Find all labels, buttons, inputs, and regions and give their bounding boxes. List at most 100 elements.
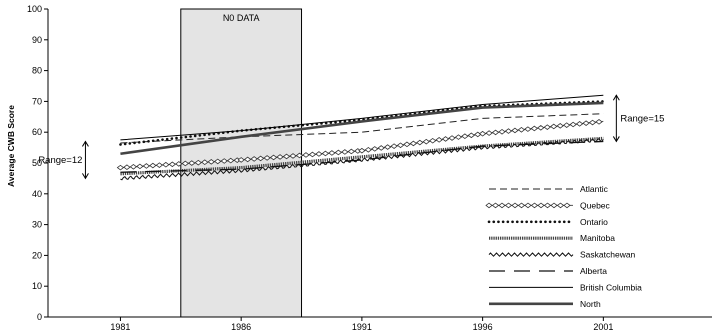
series-marker <box>377 145 385 151</box>
range-label: Range=12 <box>38 155 82 166</box>
series-marker <box>448 135 456 141</box>
series-marker <box>263 155 271 161</box>
series-marker <box>416 139 424 146</box>
series-marker <box>168 161 176 168</box>
series-marker <box>328 150 336 156</box>
series-marker <box>123 164 131 171</box>
y-tick-label: 30 <box>32 220 42 230</box>
series-marker <box>498 128 506 135</box>
legend-label: Manitoba <box>580 233 615 243</box>
data-point <box>361 149 363 151</box>
y-tick-label: 20 <box>32 250 42 260</box>
series-marker <box>194 159 202 166</box>
data-point <box>602 120 604 122</box>
data-point <box>481 103 483 105</box>
series-marker <box>269 154 278 161</box>
data-point <box>361 117 363 119</box>
data-point <box>361 131 363 133</box>
series-marker <box>390 143 398 149</box>
series-marker <box>364 146 372 153</box>
series-marker <box>524 126 532 132</box>
series-line <box>120 113 604 144</box>
series-layer <box>116 94 605 181</box>
legend-label: Atlantic <box>580 184 609 194</box>
x-tick-label: 2001 <box>593 322 613 332</box>
x-tick-label: 1996 <box>473 322 493 332</box>
series-marker <box>550 123 558 130</box>
series-marker <box>504 128 513 134</box>
series-marker <box>276 154 284 160</box>
series-marker <box>396 142 405 149</box>
series-marker <box>207 159 215 165</box>
y-tick-label: 40 <box>32 189 42 199</box>
series-marker <box>371 146 379 152</box>
series-marker <box>467 132 475 139</box>
series-marker <box>543 124 551 130</box>
series-marker <box>289 153 297 159</box>
series-marker <box>517 126 526 133</box>
series-marker <box>243 156 252 163</box>
series-marker <box>569 121 577 128</box>
series-line <box>120 94 604 141</box>
series-quebec <box>116 119 604 171</box>
series-marker <box>491 129 500 136</box>
series-marker <box>441 136 450 142</box>
data-point <box>481 145 483 147</box>
data-point <box>602 113 604 115</box>
legend-item-alberta: Alberta <box>489 266 607 276</box>
series-marker <box>556 123 564 129</box>
series-marker <box>308 151 317 158</box>
legend-swatch <box>488 252 574 257</box>
series-marker <box>201 159 209 166</box>
data-point <box>119 166 121 168</box>
arrow-head <box>612 94 620 101</box>
series-atlantic <box>120 113 604 144</box>
series-marker <box>116 164 125 171</box>
series-marker <box>454 134 463 140</box>
arrow-head <box>82 140 89 147</box>
series-marker <box>485 130 493 136</box>
series-marker <box>256 155 265 162</box>
y-tick-label: 80 <box>32 66 42 76</box>
y-tick-label: 90 <box>32 35 42 45</box>
series-marker <box>478 130 487 137</box>
legend-item-north: North <box>489 299 601 309</box>
series-marker <box>181 160 189 167</box>
series-marker <box>341 149 349 155</box>
y-tick-label: 70 <box>32 96 42 106</box>
series-marker <box>530 125 539 132</box>
series-marker <box>537 124 545 131</box>
data-point <box>119 153 121 155</box>
legend-label: North <box>580 299 601 309</box>
data-point <box>361 120 363 122</box>
series-alberta <box>119 140 604 173</box>
data-point <box>361 159 363 161</box>
series-marker <box>435 137 443 143</box>
data-point <box>119 143 121 145</box>
series-marker <box>422 138 430 145</box>
series-marker <box>403 141 411 148</box>
series-ontario <box>119 100 605 146</box>
series-marker <box>563 122 571 128</box>
series-marker <box>334 149 343 156</box>
series-marker <box>383 144 392 150</box>
data-point <box>481 117 483 119</box>
series-line <box>120 140 604 173</box>
data-point <box>602 140 604 142</box>
series-saskatchewan <box>120 138 604 181</box>
legend-item-manitoba: Manitoba <box>489 233 615 243</box>
data-point <box>119 171 121 173</box>
series-marker <box>188 160 196 166</box>
series-british-columbia <box>120 94 604 141</box>
legend-swatch-marker <box>563 202 571 209</box>
series-marker <box>149 162 157 169</box>
series-marker <box>595 119 603 125</box>
series-marker <box>582 120 590 126</box>
series-marker <box>214 158 222 165</box>
series-marker <box>358 147 366 154</box>
data-point <box>602 102 604 104</box>
series-marker <box>282 153 291 160</box>
legend-label: Alberta <box>580 266 607 276</box>
legend-label: Saskatchewan <box>580 250 636 260</box>
